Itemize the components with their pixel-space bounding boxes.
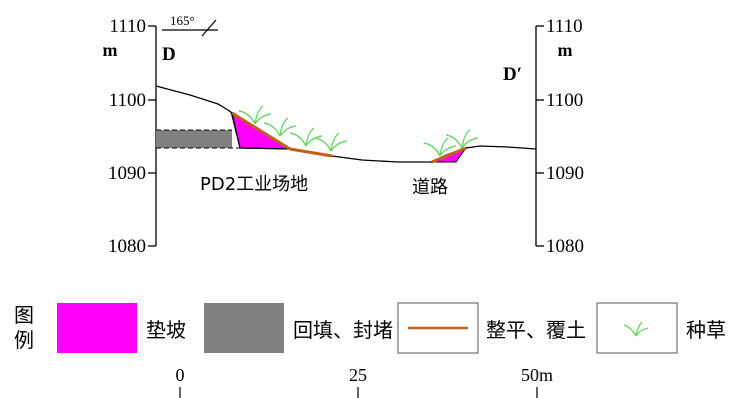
left-tick-1080: 1080 — [108, 236, 146, 257]
right-unit-label: m — [558, 40, 573, 60]
bearing-label: 165° — [170, 13, 195, 28]
left-tick-1110: 1110 — [109, 16, 146, 37]
bearing-indicator: 165° — [162, 13, 218, 37]
section-end-label: D′ — [503, 64, 522, 85]
backfill-swatch — [204, 303, 284, 353]
scale-label-50m: 50m — [521, 365, 553, 385]
backfill-block — [156, 129, 290, 149]
legend-label-backfill: 回填、封堵 — [293, 318, 393, 342]
right-axis: 1110 m 1100 1090 1080 — [535, 16, 584, 257]
scale-bar: 0 25 50m — [176, 365, 553, 398]
grass-swatch — [596, 302, 678, 354]
slope-fill-swatch — [57, 303, 137, 353]
grass-icon — [263, 117, 297, 137]
left-tick-1090: 1090 — [108, 163, 146, 184]
legend: 图 例 垫坡 回填、封堵 整平、覆土 种草 — [14, 302, 726, 354]
grass-icon — [423, 137, 457, 157]
left-axis: 1110 m 1100 1090 1080 — [103, 16, 157, 257]
legend-label-grass: 种草 — [686, 318, 726, 342]
right-tick-1110: 1110 — [546, 16, 583, 37]
grass-icon — [623, 321, 649, 337]
grass-icon — [445, 129, 479, 149]
leveling-lines — [231, 111, 467, 164]
left-tick-1100: 1100 — [109, 90, 146, 111]
terrain-profile-line — [155, 85, 537, 163]
scale-label-0: 0 — [176, 365, 185, 385]
right-tick-1090: 1090 — [546, 163, 584, 184]
grass-icon — [238, 105, 272, 125]
road-label: 道路 — [412, 177, 448, 198]
legend-label-leveling: 整平、覆土 — [486, 318, 586, 342]
grass-icon — [314, 132, 348, 152]
legend-title-char-2: 例 — [14, 328, 34, 352]
right-tick-1100: 1100 — [546, 90, 583, 111]
legend-label-slope-fill: 垫坡 — [146, 318, 186, 342]
legend-title-char-1: 图 — [14, 303, 34, 327]
scale-label-25: 25 — [349, 365, 367, 385]
grass-symbols — [238, 105, 479, 157]
left-unit-label: m — [103, 40, 118, 60]
section-start-label: D — [162, 44, 176, 65]
right-tick-1080: 1080 — [546, 236, 584, 257]
grass-icon — [289, 127, 323, 147]
industrial-site-label: PD2工业场地 — [200, 174, 308, 195]
